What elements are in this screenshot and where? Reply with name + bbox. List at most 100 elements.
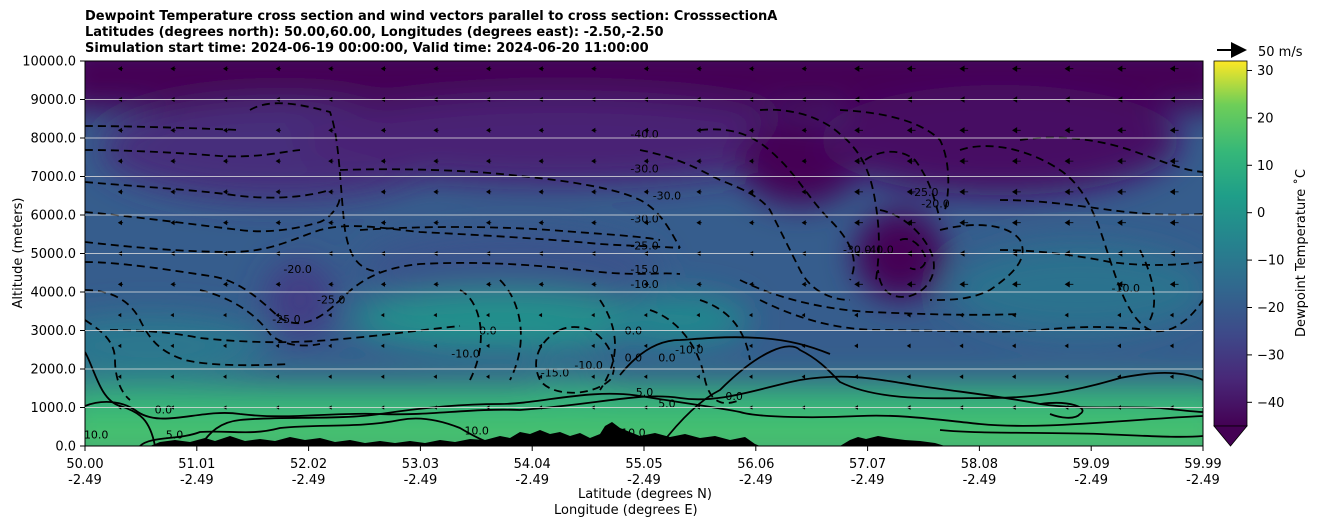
x-tick-label-lon: -2.49 (292, 473, 326, 488)
wind-arrow (959, 374, 964, 380)
wind-arrow (801, 343, 806, 349)
x-tick-label-lon: -2.49 (404, 473, 438, 488)
contour-label: -10.0 (675, 344, 703, 357)
wind-arrow (854, 157, 863, 165)
wind-arrow (1064, 312, 1069, 318)
wind-arrow (1011, 127, 1021, 134)
wind-arrow (591, 66, 597, 72)
contour-label: -25.0 (317, 294, 345, 307)
contour-label: -25.0 (272, 313, 300, 326)
wind-arrow (538, 343, 543, 349)
wind-arrow (643, 158, 650, 164)
wind-arrow (696, 189, 702, 195)
wind-arrow (854, 188, 863, 196)
wind-arrow (696, 66, 702, 72)
x-tick-label-lon: -2.49 (627, 473, 661, 488)
wind-arrow (749, 374, 753, 379)
wind-arrow (1117, 374, 1122, 380)
wind-arrow (117, 343, 122, 349)
wind-arrow (696, 127, 702, 133)
y-axis: 0.0 1000.0 2000.0 3000.0 4000.0 5000.0 6000.0 7… (22, 55, 1203, 455)
wind-arrow (380, 127, 387, 133)
x-tick-label-lat: 52.02 (290, 457, 327, 472)
contour-label: 5.0 (658, 398, 676, 411)
wind-arrow (696, 343, 700, 349)
x-tick-label-lon: -2.49 (68, 473, 102, 488)
wind-arrow (801, 189, 807, 195)
wind-arrow (591, 189, 597, 195)
wind-arrow (906, 312, 911, 318)
wind-arrow (170, 343, 174, 349)
y-tick-label: 6000.0 (31, 209, 77, 224)
wind-arrow (117, 281, 124, 287)
y-tick-label: 2000.0 (31, 363, 77, 378)
wind-arrow (1169, 157, 1179, 165)
wind-arrow (696, 312, 700, 318)
wind-arrow (117, 66, 124, 72)
wind-arrow (275, 158, 281, 164)
wind-arrow (591, 374, 595, 379)
contour-label: 0.0 (625, 351, 643, 364)
wind-arrow (696, 220, 702, 226)
wind-arrow (801, 374, 806, 379)
contour-label: 5.0 (636, 386, 654, 399)
wind-arrow (117, 312, 122, 318)
wind-arrow (486, 220, 492, 226)
wind-arrow (223, 343, 227, 349)
contour-label: 5.0 (166, 428, 184, 441)
wind-arrow (696, 281, 702, 287)
x-axis-label-latitude: Latitude (degrees N) (578, 487, 712, 502)
contour-label: 0.0 (658, 351, 676, 364)
colorbar-tick-label: 20 (1257, 111, 1274, 126)
wind-arrow (328, 127, 334, 133)
wind-arrow (749, 189, 755, 195)
wind-arrow (959, 281, 969, 288)
wind-arrow (328, 220, 334, 226)
wind-arrow (643, 312, 648, 318)
wind-arrow (696, 374, 700, 379)
wind-arrow (1011, 374, 1016, 380)
wind-arrow (1117, 312, 1122, 318)
wind-arrow (538, 158, 544, 164)
wind-arrow (538, 374, 543, 379)
wind-arrow (328, 281, 334, 287)
contour-label: -25.0 (910, 186, 938, 199)
wind-arrow (1117, 157, 1126, 165)
wind-arrow (749, 220, 755, 226)
wind-arrow (275, 374, 280, 379)
wind-arrow (328, 343, 332, 349)
wind-arrow (906, 219, 916, 226)
wind-arrow (643, 66, 650, 72)
wind-arrow (854, 281, 863, 288)
wind-arrow (380, 66, 387, 72)
wind-arrow (380, 158, 387, 164)
colorbar-tick-label: −30 (1257, 348, 1284, 363)
wind-arrow (1169, 343, 1174, 349)
wind-arrow (643, 374, 648, 379)
contour-label: 10.0 (621, 426, 646, 439)
wind-arrow (486, 127, 492, 133)
wind-key: 50 m/s (1217, 42, 1303, 60)
y-tick-label: 1000.0 (31, 401, 77, 416)
wind-arrow (538, 281, 544, 287)
wind-arrow (1064, 219, 1074, 226)
wind-arrow (433, 189, 439, 195)
wind-arrow (170, 158, 176, 164)
wind-arrow (433, 158, 439, 164)
wind-arrow (223, 220, 229, 226)
wind-arrow (643, 127, 650, 133)
wind-arrow (591, 127, 597, 133)
colorbar-tick-label: −40 (1257, 396, 1284, 411)
wind-arrow (433, 343, 437, 349)
colorbar-tick-label: 30 (1257, 64, 1274, 79)
x-tick-label-lat: 58.08 (961, 457, 998, 472)
wind-arrow (486, 158, 492, 164)
wind-arrow (906, 127, 916, 134)
wind-arrow (380, 374, 385, 379)
wind-arrow (433, 66, 439, 72)
wind-arrow (1169, 65, 1179, 72)
contour-label: 0.0 (155, 403, 173, 416)
x-tick-label-lat: 56.06 (737, 457, 774, 472)
wind-arrow (486, 312, 490, 318)
